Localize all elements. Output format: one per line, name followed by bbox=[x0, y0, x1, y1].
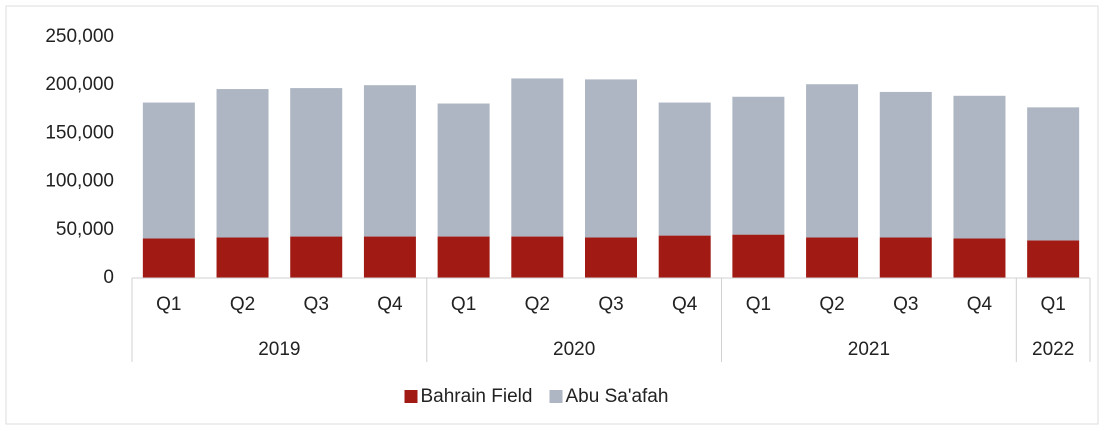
group-label: 2019 bbox=[258, 339, 300, 360]
group-label: 2021 bbox=[848, 339, 890, 360]
bar-segment bbox=[1027, 240, 1080, 278]
x-tick-label: Q2 bbox=[525, 294, 550, 315]
legend-label: Abu Sa'afah bbox=[566, 386, 669, 407]
bar-segment bbox=[953, 95, 1006, 239]
y-tick-label: 100,000 bbox=[45, 171, 114, 192]
bar-segment bbox=[363, 236, 416, 278]
x-tick-label: Q3 bbox=[893, 294, 918, 315]
bar-segment bbox=[216, 89, 269, 238]
bar-segment bbox=[437, 103, 490, 237]
legend-swatch bbox=[549, 390, 563, 403]
x-tick-label: Q1 bbox=[1040, 294, 1065, 315]
x-tick-label: Q1 bbox=[746, 294, 771, 315]
bar-segment bbox=[437, 236, 490, 278]
bar-segment bbox=[511, 236, 564, 278]
bar-segment bbox=[142, 238, 195, 278]
x-tick-label: Q2 bbox=[819, 294, 844, 315]
y-tick-label: 50,000 bbox=[56, 219, 114, 240]
x-tick-label: Q4 bbox=[967, 294, 993, 315]
y-tick-label: 150,000 bbox=[45, 122, 114, 143]
bar-segment bbox=[732, 234, 785, 278]
bar-segment bbox=[216, 237, 269, 278]
bar-segment bbox=[806, 237, 859, 278]
x-tick-label: Q3 bbox=[304, 294, 329, 315]
x-tick-label: Q1 bbox=[451, 294, 476, 315]
y-tick-label: 200,000 bbox=[45, 74, 114, 95]
legend-swatch bbox=[404, 390, 418, 403]
x-tick-label: Q4 bbox=[672, 294, 698, 315]
x-tick-label: Q4 bbox=[377, 294, 403, 315]
group-label: 2022 bbox=[1032, 339, 1074, 360]
bar-segment bbox=[142, 102, 195, 239]
bar-segment bbox=[363, 85, 416, 237]
bar-segment bbox=[953, 238, 1006, 278]
bar-segment bbox=[658, 102, 711, 236]
y-tick-label: 250,000 bbox=[45, 26, 114, 47]
legend-label: Bahrain Field bbox=[421, 386, 533, 407]
y-tick-label: 0 bbox=[103, 267, 114, 288]
bar-segment bbox=[585, 79, 637, 238]
bar-segment bbox=[879, 237, 932, 278]
bar-segment bbox=[732, 96, 785, 235]
bar-segment bbox=[511, 78, 564, 237]
x-tick-label: Q1 bbox=[156, 294, 181, 315]
group-label: 2020 bbox=[553, 339, 595, 360]
bar-segment bbox=[290, 88, 343, 237]
bar-segment bbox=[806, 84, 859, 238]
bar-segment bbox=[1027, 107, 1080, 241]
bar-segment bbox=[879, 91, 932, 238]
x-tick-label: Q3 bbox=[598, 294, 623, 315]
bar-segment bbox=[290, 236, 343, 278]
x-tick-label: Q2 bbox=[230, 294, 255, 315]
bar-segment bbox=[585, 237, 637, 278]
bar-segment bbox=[658, 235, 711, 278]
